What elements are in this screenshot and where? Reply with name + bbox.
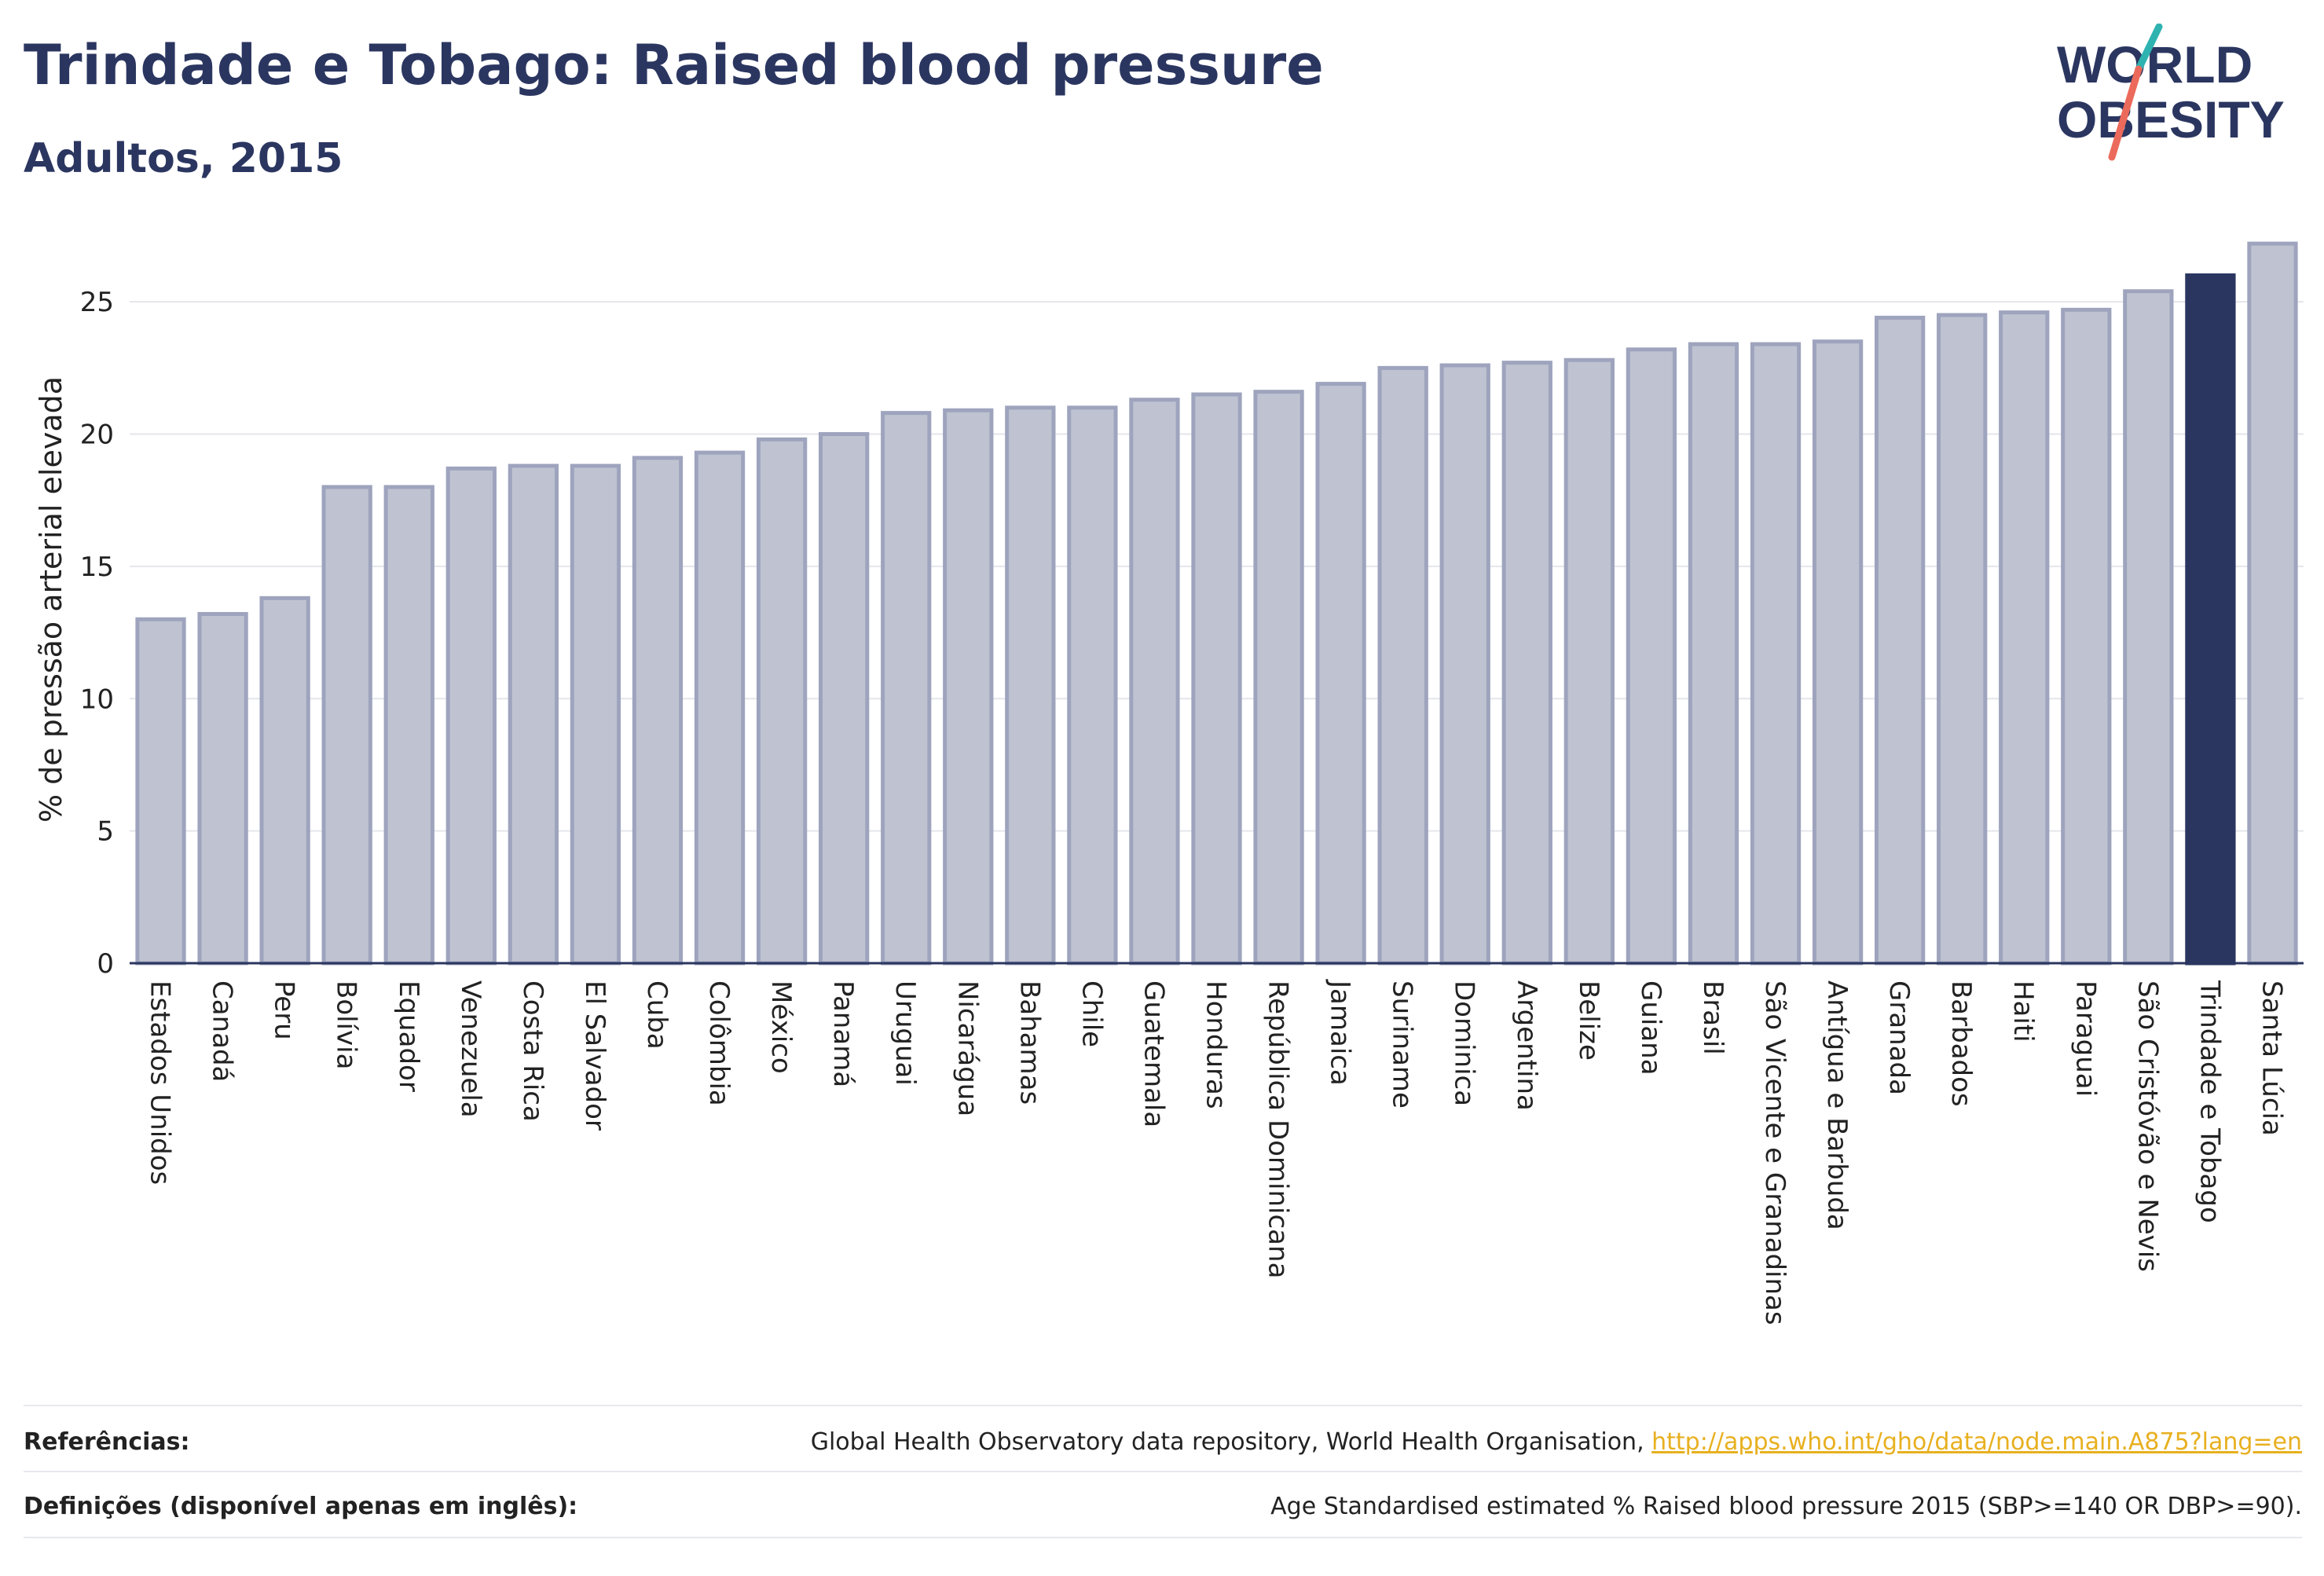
x-tick-label: El Salvador <box>579 980 610 1131</box>
y-tick-label: 20 <box>80 420 114 451</box>
y-axis-label: % de pressão arterial elevada <box>34 376 68 823</box>
x-tick-label: Dominica <box>1449 980 1480 1106</box>
x-tick-label: Canadá <box>207 980 238 1082</box>
bar <box>943 408 994 966</box>
x-tick-label: México <box>765 980 797 1074</box>
bar <box>383 485 434 966</box>
x-tick-label: Uruguai <box>889 980 921 1086</box>
bar <box>881 411 932 966</box>
bar <box>2123 289 2174 966</box>
x-tick-label: Paraguai <box>2069 980 2101 1097</box>
bar <box>1874 315 1926 966</box>
bar <box>1688 342 1739 966</box>
bar-chart: 0 5 10 15 20 25 Estados Unidos Canadá Peru Bolívi… <box>34 241 2304 1325</box>
logo-line1: WORLD <box>2057 35 2253 93</box>
bar <box>1067 405 1118 966</box>
x-tick-label: Costa Rica <box>517 980 548 1122</box>
x-tick-label: Guiana <box>1635 980 1666 1076</box>
x-tick-label: Bolívia <box>331 980 362 1069</box>
bar <box>1315 382 1366 966</box>
bar <box>135 617 186 966</box>
bar <box>1999 310 2050 966</box>
x-tick-label: Equador <box>393 980 424 1092</box>
bar <box>694 450 746 966</box>
x-tick-label: Antígua e Barbuda <box>1821 980 1853 1230</box>
footer-divider-top <box>24 1405 2302 1406</box>
world-obesity-logo: WORLD OBESITY <box>2057 24 2285 161</box>
logo-line2: OBESITY <box>2057 90 2285 148</box>
bar <box>2061 307 2112 966</box>
x-tick-label: São Cristóvão e Nevis <box>2132 980 2163 1272</box>
x-tick-label: Jamaica <box>1325 979 1356 1086</box>
footer-divider-middle <box>24 1471 2302 1472</box>
logo-slash-teal <box>2135 24 2163 73</box>
x-tick-label: Santa Lúcia <box>2256 980 2287 1136</box>
x-tick-label: Cuba <box>641 980 673 1050</box>
references-link[interactable]: http://apps.who.int/gho/data/node.main.A… <box>1651 1428 2302 1456</box>
bar <box>508 464 559 966</box>
y-tick-label: 10 <box>80 684 114 715</box>
chart-subtitle: Adultos, 2015 <box>24 135 343 182</box>
definitions-value: Age Standardised estimated % Raised bloo… <box>1270 1492 2302 1520</box>
x-tick-label: Granada <box>1883 980 1915 1095</box>
bar <box>1750 342 1802 966</box>
bar <box>1812 339 1864 966</box>
bar <box>1439 363 1490 966</box>
y-tick-label: 5 <box>97 816 114 848</box>
x-tick-label: Trindade e Tobago <box>2194 980 2225 1223</box>
bar-highlighted <box>2185 273 2236 966</box>
bar <box>1129 398 1180 966</box>
x-tick-label: Argentina <box>1511 980 1542 1111</box>
definitions-row: Definições (disponível apenas em inglês)… <box>24 1474 2302 1538</box>
y-tick-label: 25 <box>80 287 114 318</box>
logo-slash-coral <box>2108 65 2143 161</box>
x-tick-label: Brasil <box>1697 980 1728 1055</box>
bar <box>1191 392 1242 966</box>
x-tick-label: República Dominicana <box>1263 980 1294 1278</box>
x-tick-label: Guatemala <box>1138 980 1169 1127</box>
references-text: Global Health Observatory data repositor… <box>810 1428 1652 1456</box>
bar <box>1626 347 1677 966</box>
x-tick-label: Colômbia <box>703 980 735 1106</box>
references-value: Global Health Observatory data repositor… <box>811 1428 2302 1456</box>
chart-title: Trindade e Tobago: Raised blood pressure <box>24 33 1324 97</box>
x-tick-label: Panamá <box>827 980 859 1087</box>
bar <box>570 464 621 966</box>
bar <box>197 612 248 966</box>
bar <box>321 485 372 966</box>
x-tick-label: Belize <box>1573 980 1604 1061</box>
x-tick-label: Suriname <box>1387 980 1418 1109</box>
bar <box>1937 313 1988 966</box>
bar <box>445 466 497 966</box>
footer-divider-bottom <box>24 1537 2302 1538</box>
x-tick-label: Peru <box>269 980 300 1040</box>
x-tick-label: Nicarágua <box>951 980 983 1116</box>
x-tick-label: Barbados <box>1945 980 1977 1107</box>
references-row: Referências: Global Health Observatory d… <box>24 1409 2302 1474</box>
x-tick-label: Estados Unidos <box>145 980 176 1185</box>
x-tick-label: Haiti <box>2007 980 2039 1043</box>
x-tick-label: São Vicente e Granadinas <box>1759 980 1791 1325</box>
references-label: Referências: <box>24 1428 190 1456</box>
bar <box>1501 361 1552 966</box>
bar <box>1005 405 1056 966</box>
x-tick-label: Honduras <box>1200 980 1232 1109</box>
bar <box>2247 241 2298 966</box>
bar <box>632 456 684 966</box>
x-tick-label: Venezuela <box>455 980 486 1118</box>
bar <box>819 432 870 966</box>
y-tick-label: 0 <box>97 948 114 980</box>
definitions-label: Definições (disponível apenas em inglês)… <box>24 1492 578 1520</box>
x-tick-label: Chile <box>1076 980 1107 1047</box>
bar <box>1377 365 1428 966</box>
bar <box>1563 357 1615 966</box>
bar <box>756 437 808 966</box>
bar <box>259 596 310 966</box>
y-tick-label: 15 <box>80 552 114 583</box>
bar <box>1253 390 1304 966</box>
x-tick-label: Bahamas <box>1014 980 1045 1105</box>
